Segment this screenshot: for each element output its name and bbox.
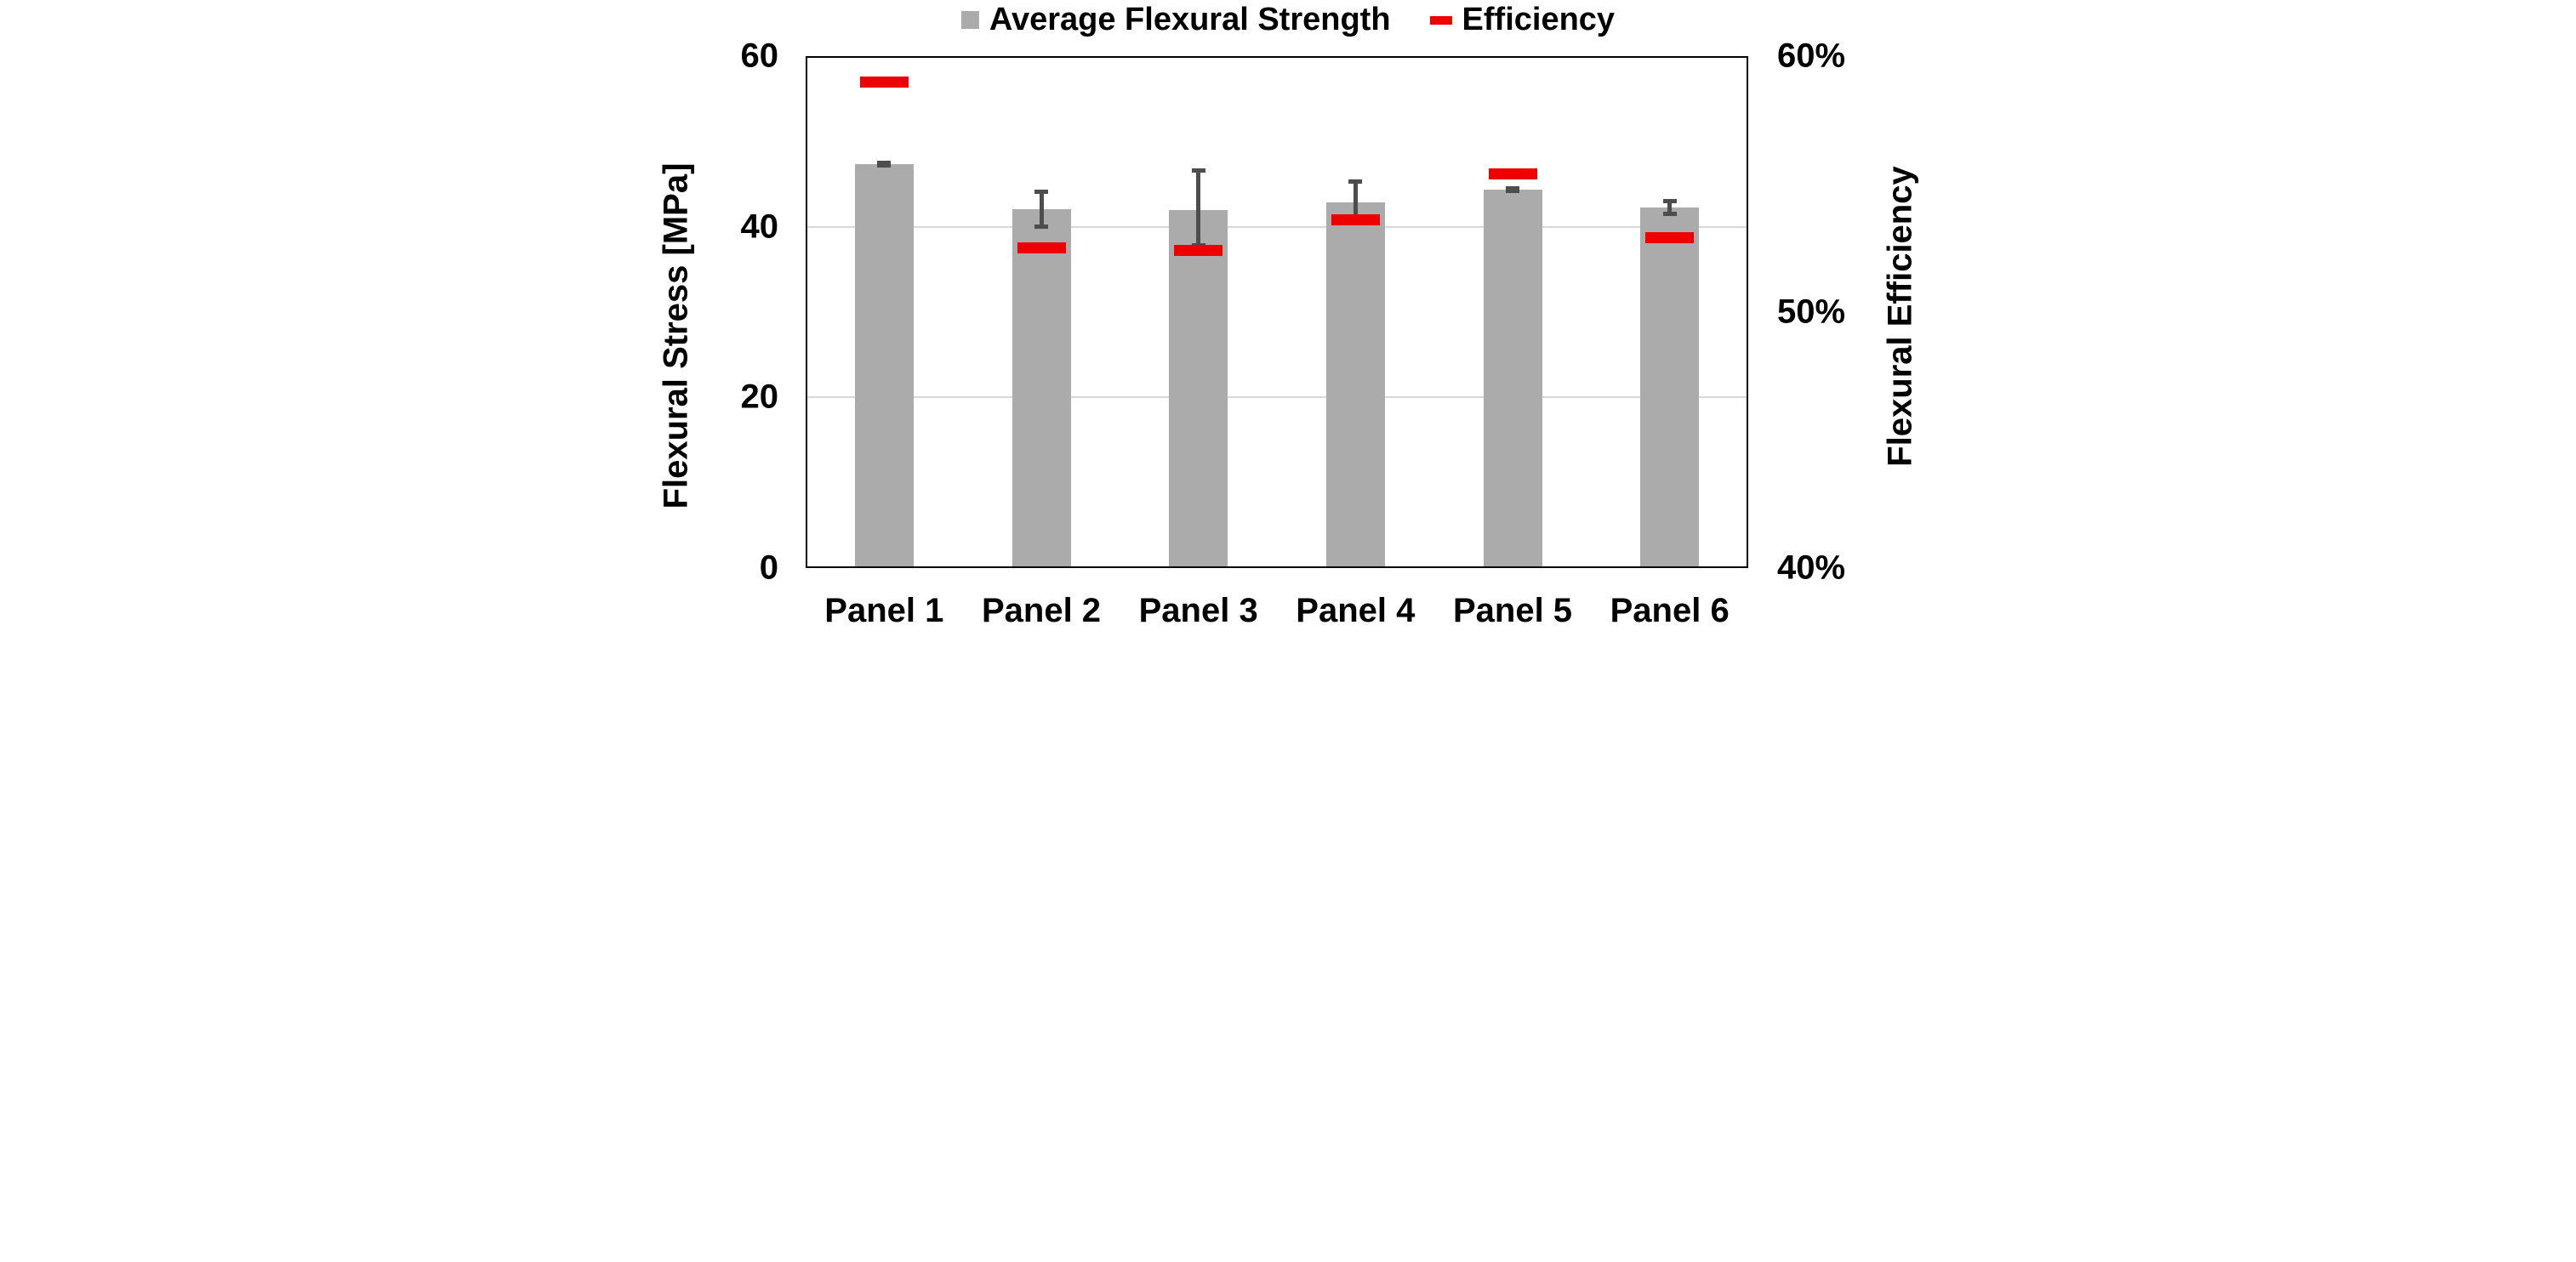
left-tick-label: 0 [759, 549, 778, 586]
error-bar-top-cap [1191, 168, 1205, 173]
category-label: Panel 2 [981, 591, 1102, 629]
gridline [806, 225, 1748, 228]
bar [854, 164, 914, 568]
category-label: Panel 5 [1452, 591, 1573, 629]
category-label: Panel 4 [1296, 591, 1416, 629]
error-bar [1196, 170, 1201, 246]
error-bar-bottom-cap [1506, 189, 1519, 194]
bar [1012, 209, 1071, 568]
flexural-strength-chart: Average Flexural Strength Efficiency Fle… [644, 0, 1932, 631]
category-label: Panel 6 [1610, 591, 1730, 629]
legend: Average Flexural Strength Efficiency [960, 2, 1616, 38]
right-tick-label: 50% [1777, 293, 1846, 331]
efficiency-dash [1488, 168, 1537, 179]
error-bar-top-cap [1662, 199, 1677, 204]
legend-item-efficiency: Efficiency [1429, 2, 1616, 38]
bar [1640, 207, 1700, 568]
error-bar-bottom-cap [1662, 212, 1677, 217]
dash-series-swatch-icon [1429, 15, 1452, 25]
plot-frame [806, 56, 1748, 568]
efficiency-dash [859, 76, 909, 88]
error-bar-bottom-cap [1034, 224, 1048, 229]
left-tick-label: 40 [740, 207, 779, 245]
error-bar-bottom-cap [1191, 242, 1205, 247]
category-label: Panel 1 [824, 591, 944, 629]
error-bar [1039, 191, 1044, 227]
efficiency-dash [1645, 232, 1695, 244]
efficiency-dash [1174, 245, 1223, 257]
error-bar-top-cap [1348, 179, 1363, 185]
gridline [806, 396, 1748, 398]
error-bar-bottom-cap [877, 163, 892, 168]
right-tick-label: 60% [1777, 37, 1846, 75]
bar-series-swatch-icon [960, 11, 979, 29]
efficiency-dash [1017, 242, 1066, 254]
right-tick-label: 40% [1777, 549, 1846, 586]
left-tick-label: 60 [740, 37, 779, 75]
error-bar [1353, 181, 1358, 224]
legend-item-strength: Average Flexural Strength [960, 2, 1391, 38]
bar [1169, 210, 1228, 568]
left-tick-label: 20 [740, 378, 779, 416]
error-bar-top-cap [1506, 186, 1519, 191]
error-bar-top-cap [1034, 190, 1048, 195]
error-bar-top-cap [877, 161, 892, 166]
category-label: Panel 3 [1138, 591, 1258, 629]
bar [1483, 190, 1542, 568]
error-bar [1667, 201, 1673, 215]
legend-label-efficiency: Efficiency [1462, 2, 1616, 37]
efficiency-dash [1331, 213, 1380, 225]
legend-label-strength: Average Flexural Strength [989, 2, 1391, 37]
right-axis-title: Flexural Efficiency [1881, 166, 1919, 467]
bar [1325, 202, 1385, 568]
